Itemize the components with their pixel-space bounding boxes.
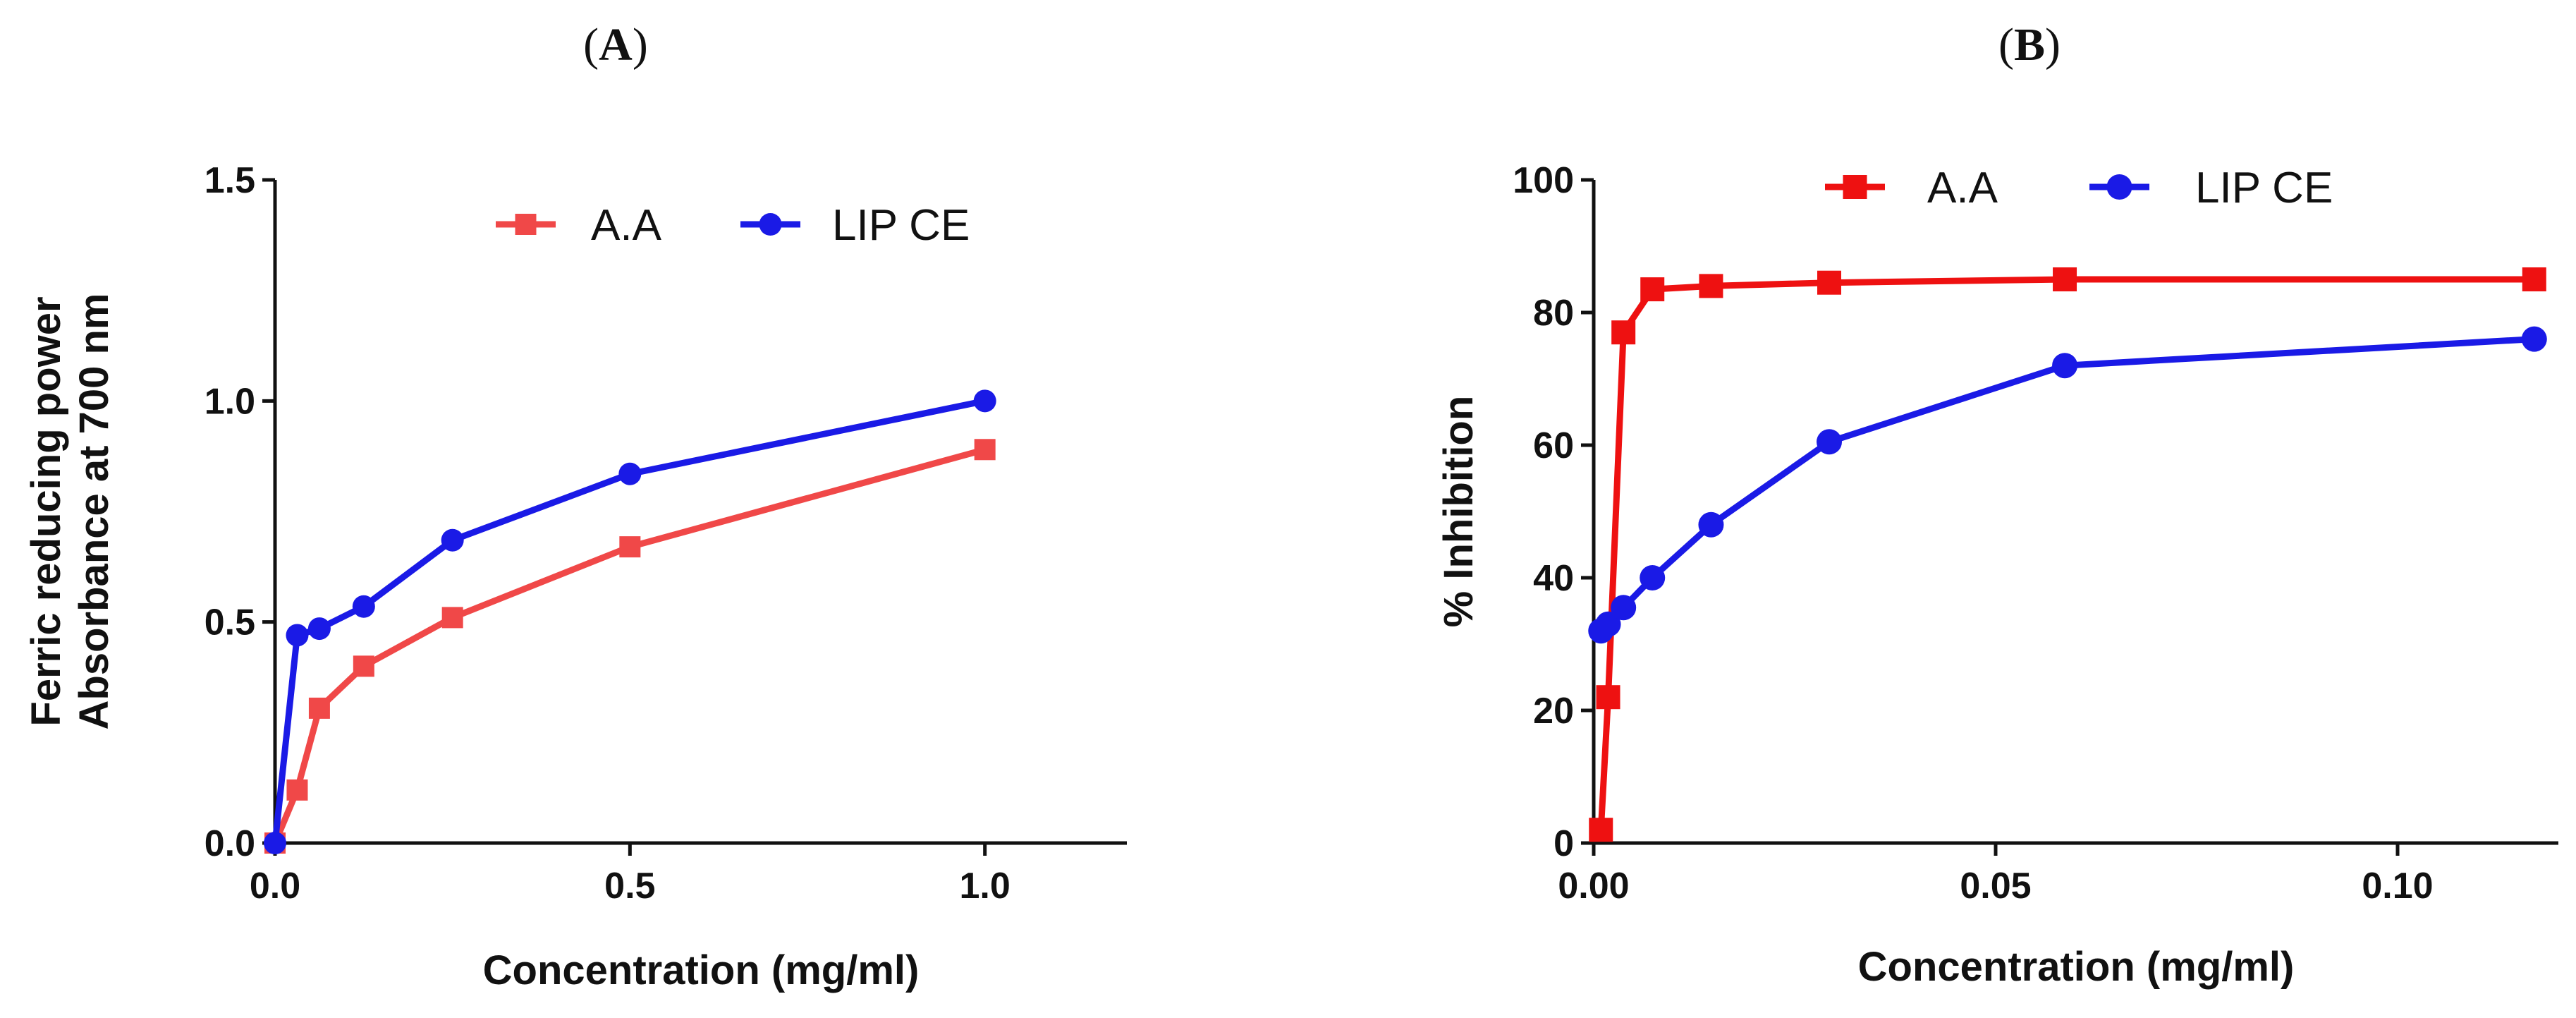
x-tick-label: 0.05 (1960, 866, 2031, 907)
data-point-a-a (441, 607, 463, 629)
data-point-lip-ce (2521, 326, 2547, 352)
data-point-a-a (1640, 277, 1665, 302)
legend-label-lip-ce: LIP CE (2195, 164, 2333, 212)
y-tick-label: 1.5 (205, 160, 255, 201)
panel-b-chart: (B) 0 20 40 60 80 100 0.00 0.05 0.10 Concentration… (1436, 19, 2558, 990)
panel-label-b: (B) (1998, 19, 2061, 71)
legend-entry-a-a: A.A (1825, 164, 1998, 212)
data-point-a-a (353, 655, 374, 677)
y-tick-label: 40 (1533, 558, 1574, 599)
y-tick-label: 1.0 (205, 381, 255, 422)
y-tick-label: 60 (1533, 425, 1574, 466)
data-point-a-a (1589, 818, 1613, 842)
y-tick-label: 100 (1513, 160, 1574, 201)
data-point-lip-ce (1611, 595, 1637, 621)
data-point-lip-ce (286, 624, 309, 647)
panel-a-chart: (A) 0.0 0.5 1.0 1.5 0.0 0.5 1.0 Concentration (m… (23, 19, 1127, 993)
y-axis-title: % Inhibition (1436, 396, 1482, 628)
series-line-a-a (271, 446, 986, 844)
data-point-a-a (1817, 270, 1842, 295)
data-point-lip-ce (1595, 611, 1621, 637)
y-tick-label: 0.0 (205, 823, 255, 864)
data-point-a-a (1596, 685, 1620, 710)
x-tick-label: 0.5 (604, 866, 655, 907)
x-tick-label: 1.0 (960, 866, 1011, 907)
data-point-a-a (2053, 267, 2077, 291)
x-axis-title: Concentration (mg/ml) (483, 947, 920, 993)
y-axis-title: Ferric reducing power (23, 296, 69, 726)
y-axis-title: Absorbance at 700 nm (71, 293, 117, 730)
data-point-lip-ce (1817, 429, 1843, 455)
data-point-a-a (2522, 267, 2546, 291)
x-axis-title: Concentration (mg/ml) (1858, 944, 2295, 990)
data-point-a-a (308, 697, 330, 719)
legend-marker-a-a (515, 214, 537, 235)
data-point-a-a (1699, 274, 1723, 298)
data-point-a-a (619, 536, 641, 558)
data-point-lip-ce (1698, 511, 1724, 538)
legend-label-a-a: A.A (591, 201, 662, 250)
legend-label-lip-ce: LIP CE (832, 201, 970, 250)
legend-entry-a-a: A.A (496, 201, 662, 250)
data-point-lip-ce (441, 528, 464, 552)
data-point-lip-ce (264, 832, 286, 854)
series-line-lip-ce (1599, 336, 2535, 634)
x-tick-label: 0.0 (250, 866, 300, 907)
legend-marker-lip-ce (2106, 174, 2132, 200)
y-tick-label: 0.5 (205, 602, 255, 643)
y-tick-label: 20 (1533, 691, 1574, 732)
legend-label-a-a: A.A (1927, 164, 1998, 212)
legend-entry-lip-ce: LIP CE (740, 201, 970, 250)
data-point-lip-ce (2052, 353, 2078, 379)
legend-marker-lip-ce (759, 213, 782, 236)
data-point-lip-ce (1640, 565, 1666, 590)
data-point-a-a (974, 439, 996, 461)
x-tick-label: 0.00 (1558, 866, 1629, 907)
y-tick-label: 80 (1533, 293, 1574, 334)
data-point-lip-ce (307, 617, 331, 641)
data-point-lip-ce (618, 462, 642, 485)
x-tick-label: 0.10 (2362, 866, 2433, 907)
data-point-lip-ce (973, 389, 996, 413)
legend-marker-a-a (1843, 175, 1867, 199)
data-point-a-a (286, 779, 308, 801)
data-point-a-a (1611, 320, 1636, 345)
y-tick-label: 0 (1553, 823, 1574, 864)
panel-label-a: (A) (583, 19, 648, 71)
legend-entry-lip-ce: LIP CE (2089, 164, 2333, 212)
data-point-lip-ce (352, 595, 375, 618)
